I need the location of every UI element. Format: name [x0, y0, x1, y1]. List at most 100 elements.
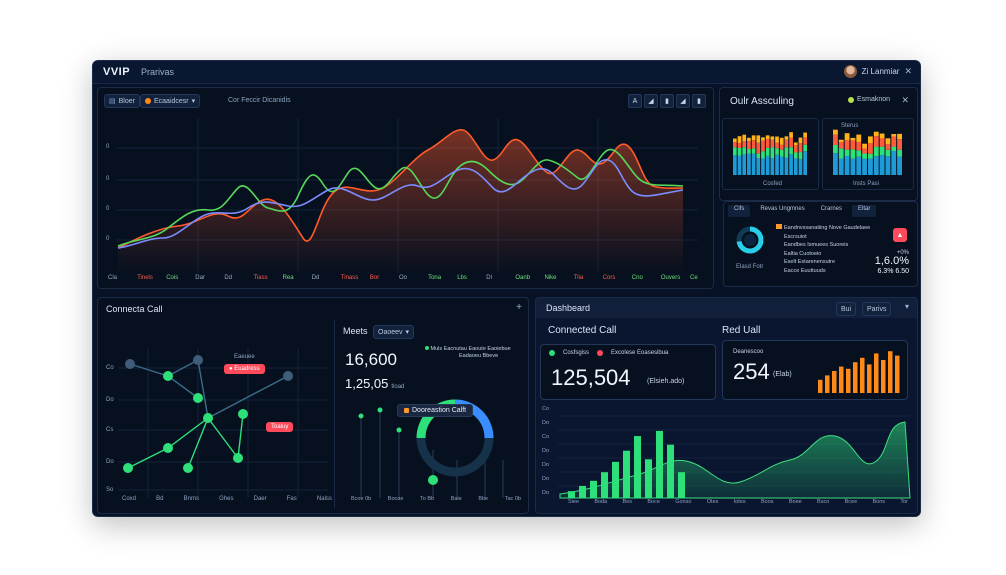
stacked-bar-segment	[885, 149, 891, 157]
list-item: Eselt Estarenensutre	[784, 259, 836, 265]
x-tick: Iotes	[733, 499, 746, 505]
y-tick: Co	[106, 365, 114, 371]
area-tool-button[interactable]: ◢	[676, 94, 690, 108]
stacked-bar-segment	[833, 134, 838, 145]
x-tick: Bd	[156, 496, 164, 502]
stacked-bar-segment	[844, 149, 850, 157]
alert-badge[interactable]: ▲	[893, 228, 907, 242]
bar-tool-button[interactable]: ▮	[660, 94, 674, 108]
main-chart-panel: ▤ Bloer Ecaaidcesr ▾ Cor Feccir Dicanidi…	[97, 87, 714, 289]
stacked-bar-segment	[789, 137, 793, 148]
x-tick: Tinass	[340, 275, 359, 281]
assets-panel: Oulr Assculing Esmaknon ✕ Cosfed Sterus …	[719, 87, 918, 201]
close-icon[interactable]: ✕	[904, 66, 912, 76]
network-nodes	[123, 355, 293, 473]
assets-toggle[interactable]: Esmaknon	[848, 96, 890, 103]
stacked-bar-segment	[868, 158, 873, 175]
y-tick: Do	[542, 420, 550, 426]
stat-low: 6.3% 6.50	[877, 268, 909, 275]
parivs-button[interactable]: Parivs	[862, 302, 892, 316]
text-tool-button[interactable]: A	[628, 94, 642, 108]
stacked-bar-segment	[868, 136, 873, 144]
x-tick: Gonso	[675, 499, 692, 505]
close-icon[interactable]: ✕	[901, 95, 909, 105]
line-tool-button[interactable]: ◢	[644, 94, 658, 108]
add-button[interactable]: +	[516, 302, 522, 313]
stacked-bar-segment	[765, 135, 770, 140]
stacked-bar-segment	[784, 136, 789, 140]
legend-item: Muls Eacnutau Eaoute Eaoiebue	[425, 346, 511, 353]
green-bar	[601, 472, 608, 498]
y-tick: So	[106, 487, 114, 493]
connected-value: 125,504	[551, 365, 631, 390]
tab-revas[interactable]: Revas Ungmnes	[760, 206, 805, 212]
chevron-down-icon[interactable]: ▾	[904, 302, 909, 311]
column-tool-button[interactable]: ▮	[692, 94, 706, 108]
stacked-bar-segment	[751, 153, 756, 175]
tab-ecaaidcesr[interactable]: Ecaaidcesr ▾	[140, 94, 201, 108]
green-bar	[623, 450, 630, 498]
x-tick: Coxd	[122, 496, 137, 502]
meets-label: Meets	[343, 326, 368, 336]
list-item: Eandnvssanatiing Nove Gaudelaee	[776, 224, 876, 233]
x-tick: Bcee	[844, 499, 858, 505]
x-tick: Ghes	[219, 496, 234, 502]
user-name: Zi Lanmiar	[861, 67, 900, 76]
green-bar	[612, 461, 619, 498]
stacked-bar-chart-left	[733, 132, 807, 175]
stacked-bar-segment	[770, 136, 775, 140]
orange-square-icon	[404, 408, 409, 413]
stacked-bar-segment	[742, 134, 747, 142]
x-tick: Tona	[428, 275, 442, 281]
stacked-bar-segment	[856, 134, 862, 142]
tab-bloer[interactable]: ▤ Bloer	[104, 94, 140, 108]
red-card: Deanescoo 254 (Elab)	[722, 340, 908, 400]
stacked-bar-segment	[879, 155, 885, 175]
green-bar	[579, 485, 586, 498]
green-bar	[590, 480, 597, 498]
tab-eltar[interactable]: Eltar	[852, 205, 877, 217]
x-tick: Boee	[788, 499, 802, 505]
stacked-bar-segment	[838, 158, 844, 175]
stacked-bar-segment	[793, 152, 798, 159]
stacked-bar-segment	[733, 138, 737, 143]
stacked-bar-segment	[761, 158, 765, 175]
stacked-bar-segment	[850, 149, 856, 159]
stacked-bar-segment	[742, 154, 747, 175]
red-label: Red Uall	[722, 325, 761, 336]
node-tag-red[interactable]: ● Euadress	[224, 364, 265, 374]
stacked-bar-segment	[856, 141, 862, 151]
bui-button[interactable]: Bui	[836, 302, 857, 316]
network-graph-area: Eaeuee ● Euadress Toaluy Co Do Cs Do So …	[98, 318, 332, 511]
connected-label: Connected Call	[548, 325, 617, 336]
stat-top: +0%	[896, 250, 909, 256]
tab-crarnes[interactable]: Crarnes	[820, 206, 843, 212]
chart-icon: ▲	[896, 231, 904, 239]
green-bar	[568, 491, 575, 498]
stacked-bar-segment	[838, 142, 844, 149]
red-sub: Deanescoo	[733, 349, 764, 355]
stacked-bar-segment	[784, 139, 789, 148]
stacked-bar-segment	[844, 140, 850, 150]
stacked-bar-segment	[756, 153, 761, 159]
tab-cifs[interactable]: Cifs	[728, 205, 751, 217]
green-series-line	[117, 148, 684, 247]
user-menu[interactable]: Zi Lanmiar ✕	[843, 65, 912, 78]
dashboard-panel: Dashbeard Bui Parivs ▾ Connected Call Co…	[535, 297, 918, 514]
app-window: VVIP Prarivas Zi Lanmiar ✕ ▤ Bloer Ecaai…	[92, 60, 921, 517]
node-tag-red-2[interactable]: Toaluy	[266, 422, 294, 432]
stacked-bar-segment	[751, 140, 756, 149]
stacked-bar-segment	[751, 135, 756, 141]
connected-card: Cosfsgiss Excolese Eoasesibua 125,504 (E…	[540, 344, 716, 400]
stacked-bar-segment	[862, 153, 867, 159]
stacked-bar-segment	[742, 141, 747, 148]
x-tick: Tor	[900, 499, 908, 505]
avatar[interactable]	[843, 65, 857, 78]
stacked-bar-segment	[803, 137, 807, 145]
meets-callout[interactable]: Dooreastion Calft	[397, 404, 474, 417]
meets-x-labels: Bcoe 0b Bocae To Bb Baie Bbe Tac 0b	[351, 496, 521, 502]
tab-ecaaidcesr-label: Ecaaidcesr	[154, 97, 189, 105]
x-tick: Rea	[282, 275, 294, 281]
meets-dropdown[interactable]: Oaoeev ▾	[373, 325, 415, 339]
green-bar	[678, 472, 685, 498]
